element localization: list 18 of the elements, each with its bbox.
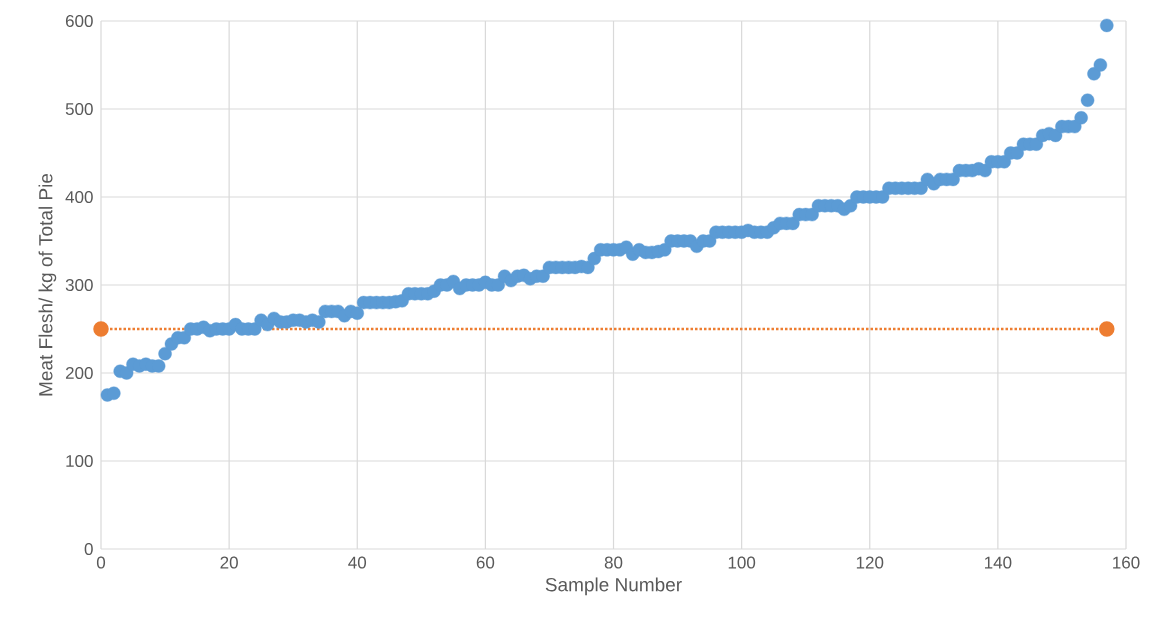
y-tick-label: 0 [84, 542, 93, 556]
y-tick-label: 300 [65, 278, 93, 292]
x-axis-title: Sample Number [545, 577, 682, 596]
y-tick-label: 500 [65, 102, 93, 116]
y-axis-title: Meat Flesh/ kg of Total Pie [38, 173, 57, 396]
x-tick-label: 20 [220, 556, 238, 569]
x-tick-label: 40 [348, 556, 367, 569]
y-tick-label: 600 [65, 14, 93, 28]
x-tick-label: 140 [985, 556, 1012, 569]
x-tick-label: 160 [1113, 556, 1140, 569]
x-tick-label: 100 [728, 556, 756, 569]
y-tick-label: 400 [65, 190, 93, 204]
x-tick-label: 0 [96, 556, 106, 569]
x-tick-label: 80 [604, 556, 623, 569]
y-tick-label: 200 [65, 366, 93, 380]
x-tick-label: 60 [476, 556, 495, 569]
y-tick-label: 100 [66, 454, 93, 468]
x-tick-label: 120 [856, 556, 884, 569]
